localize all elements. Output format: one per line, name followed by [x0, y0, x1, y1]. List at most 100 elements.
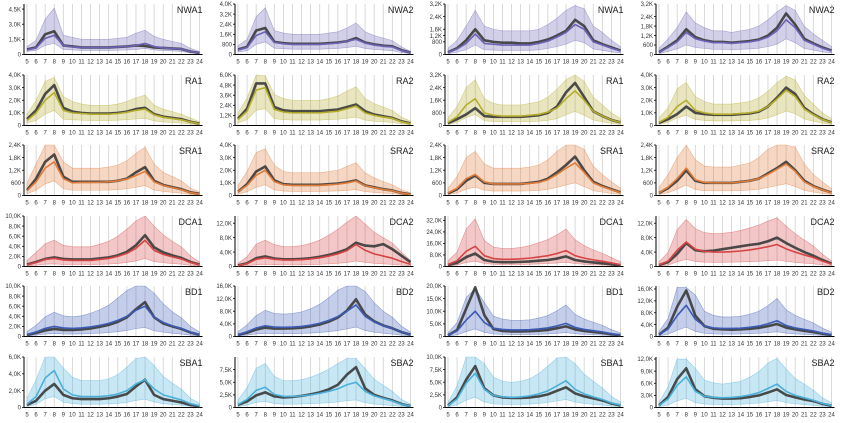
y-tick-label: 2,4K	[640, 15, 652, 21]
x-tick-label: 24	[828, 342, 835, 348]
x-tick-label: 13	[96, 342, 103, 348]
x-tick-label: 21	[379, 271, 386, 277]
x-tick-label: 22	[599, 271, 606, 277]
x-tick-label: 8	[53, 201, 57, 207]
x-tick-label: 9	[62, 342, 66, 348]
x-tick-label: 15	[325, 130, 332, 136]
x-tick-label: 9	[62, 271, 66, 277]
x-tick-label: 5	[25, 271, 29, 277]
x-tick-label: 22	[178, 412, 185, 418]
x-tick-label: 20	[581, 271, 588, 277]
x-tick-label: 9	[483, 271, 487, 277]
y-tick-label: 0	[18, 123, 22, 129]
y-tick-label: 2,0K	[9, 388, 21, 394]
x-tick-label: 15	[535, 60, 542, 66]
panel-nwa1: 0 1,5K 3,0K 4,5K 5 6 7 8 9 10 11 12 13 14 15 16 17 18 19 20…	[9, 4, 203, 66]
x-tick-label: 15	[535, 342, 542, 348]
x-tick-label: 10	[701, 271, 708, 277]
y-tick-label: 3,2K	[430, 2, 442, 8]
panel-label: SBA1	[179, 358, 202, 368]
x-tick-label: 17	[764, 130, 771, 136]
x-tick-label: 16	[545, 342, 552, 348]
x-tick-label: 11	[499, 130, 506, 136]
x-tick-label: 22	[388, 342, 395, 348]
x-tick-label: 21	[800, 60, 807, 66]
x-tick-label: 11	[499, 412, 506, 418]
x-tick-label: 16	[334, 201, 341, 207]
x-tick-label: 8	[53, 412, 57, 418]
x-tick-label: 12	[719, 60, 726, 66]
x-tick-label: 17	[554, 342, 561, 348]
x-tick-label: 7	[675, 130, 679, 136]
x-tick-label: 18	[773, 60, 780, 66]
x-tick-label: 24	[407, 412, 414, 418]
y-tick-label: 1,2K	[640, 168, 652, 174]
x-tick-label: 18	[352, 412, 359, 418]
x-tick-label: 7	[464, 60, 468, 66]
model-line	[26, 34, 200, 54]
x-tick-label: 15	[114, 60, 121, 66]
model-line	[658, 240, 832, 265]
x-tick-label: 21	[800, 130, 807, 136]
y-tick-label: 600	[432, 181, 443, 187]
panel-label: SRA1	[600, 146, 624, 156]
x-tick-label: 20	[370, 412, 377, 418]
x-tick-label: 17	[343, 342, 350, 348]
x-tick-label: 11	[289, 342, 296, 348]
x-tick-label: 15	[746, 342, 753, 348]
x-tick-label: 22	[388, 130, 395, 136]
panel-label: NWA1	[177, 5, 203, 15]
x-tick-label: 15	[325, 412, 332, 418]
y-tick-label: 1,6K	[430, 98, 442, 104]
x-tick-label: 10	[69, 60, 76, 66]
x-tick-label: 15	[746, 201, 753, 207]
x-tick-label: 17	[554, 130, 561, 136]
panel-label: RA1	[185, 76, 203, 86]
x-tick-label: 22	[178, 271, 185, 277]
x-tick-label: 22	[388, 60, 395, 66]
y-tick-label: 0	[18, 405, 22, 411]
x-tick-label: 8	[263, 271, 267, 277]
x-tick-label: 6	[245, 342, 249, 348]
x-tick-label: 5	[446, 201, 450, 207]
x-tick-label: 21	[379, 60, 386, 66]
x-tick-label: 19	[151, 201, 158, 207]
panel-sba2: 0 2,5K 5,0K 7,5K 5 6 7 8 9 10 11 12 13 14 15 16 17 18 19 20…	[219, 356, 414, 418]
panel-label: BD1	[606, 287, 624, 297]
x-tick-label: 17	[133, 60, 140, 66]
y-tick-label: 8,0K	[430, 253, 442, 259]
x-tick-label: 17	[764, 412, 771, 418]
x-tick-label: 23	[608, 130, 615, 136]
x-tick-label: 14	[105, 342, 112, 348]
x-tick-label: 11	[499, 201, 506, 207]
x-tick-label: 6	[666, 60, 670, 66]
x-tick-label: 10	[490, 130, 497, 136]
y-tick-label: 6,0K	[9, 355, 21, 361]
x-tick-label: 14	[316, 60, 323, 66]
x-tick-label: 23	[398, 412, 405, 418]
x-tick-label: 5	[236, 130, 240, 136]
x-tick-label: 8	[53, 271, 57, 277]
observed-line	[26, 377, 200, 408]
x-tick-label: 9	[272, 271, 276, 277]
x-tick-label: 23	[187, 342, 194, 348]
observed-line	[447, 251, 621, 267]
x-tick-label: 18	[563, 271, 570, 277]
x-tick-label: 5	[657, 342, 661, 348]
x-tick-label: 24	[828, 412, 835, 418]
x-tick-label: 14	[316, 412, 323, 418]
x-tick-label: 19	[361, 201, 368, 207]
x-tick-label: 20	[791, 60, 798, 66]
x-tick-label: 13	[728, 342, 735, 348]
x-tick-label: 19	[361, 412, 368, 418]
model-line	[658, 88, 832, 123]
model-range-band	[26, 285, 200, 337]
x-tick-label: 18	[142, 130, 149, 136]
x-tick-label: 15	[535, 201, 542, 207]
x-tick-label: 17	[343, 271, 350, 277]
x-tick-label: 20	[160, 201, 167, 207]
x-tick-label: 7	[254, 201, 258, 207]
